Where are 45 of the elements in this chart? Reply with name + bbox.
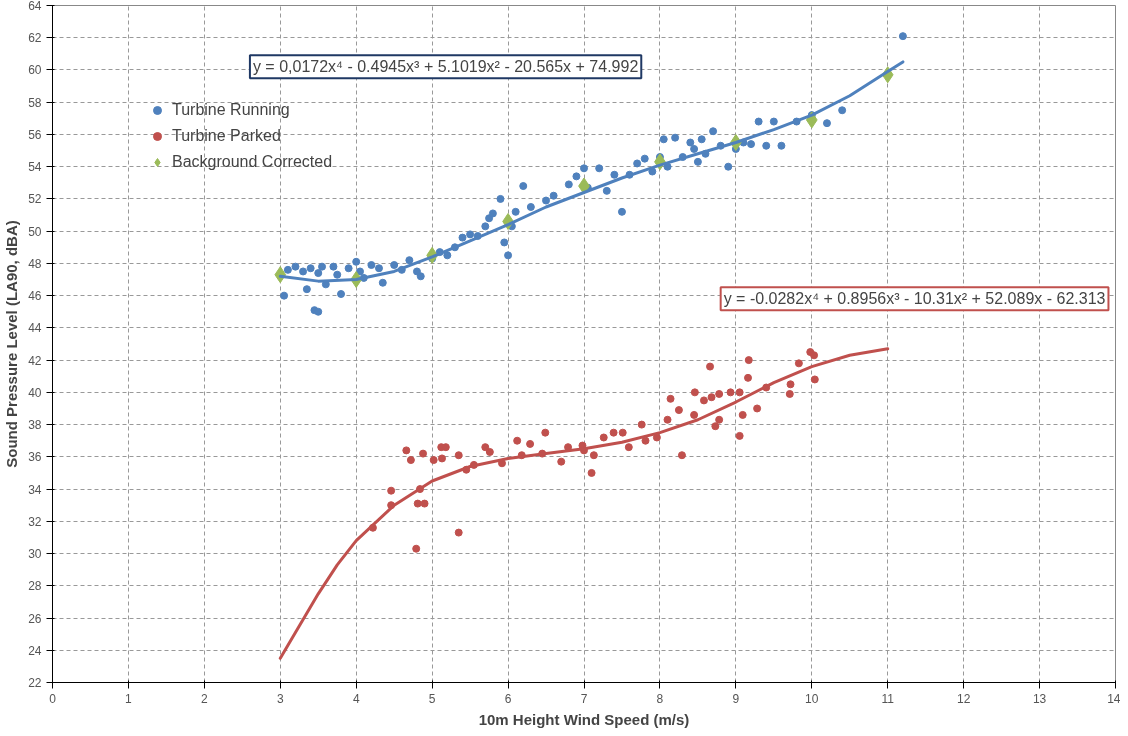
legend-label: Background Corrected xyxy=(172,153,333,171)
y-tick-label: 30 xyxy=(28,547,42,562)
x-tick-label: 10 xyxy=(805,691,819,706)
y-tick-label: 40 xyxy=(28,385,42,400)
y-tick-label: 64 xyxy=(28,0,42,13)
legend-label: Turbine Running xyxy=(172,101,290,119)
y-tick-label: 52 xyxy=(28,192,42,207)
y-tick-label: 46 xyxy=(28,289,42,304)
line-series xyxy=(278,347,890,660)
x-tick-label: 2 xyxy=(201,691,209,706)
y-tick-label: 38 xyxy=(28,418,42,433)
y-tick-label: 58 xyxy=(28,95,42,110)
y-tick-label: 60 xyxy=(28,63,42,78)
y-tick-label: 24 xyxy=(28,643,42,658)
y-tick-label: 54 xyxy=(28,160,42,175)
y-tick-label: 44 xyxy=(28,321,42,336)
x-tick-label: 8 xyxy=(656,691,664,706)
annotation: y = 0,0172x⁴ - 0.4945x³ + 5.1019x² - 20.565x + 74.992 xyxy=(252,58,639,76)
x-tick-label: 5 xyxy=(428,691,436,706)
y-tick-label: 56 xyxy=(28,127,42,142)
x-tick-label: 3 xyxy=(276,691,284,706)
x-tick-label: 0 xyxy=(49,691,57,706)
x-tick-label: 11 xyxy=(881,691,895,706)
x-tick-label: 14 xyxy=(1107,691,1121,706)
x-tick-label: 13 xyxy=(1032,691,1047,706)
x-tick-label: 7 xyxy=(580,691,588,706)
x-tick-label: 4 xyxy=(352,691,360,706)
y-tick-label: 62 xyxy=(28,31,42,46)
x-tick-label: 9 xyxy=(732,691,740,706)
annotation: y = -0.0282x⁴ + 0.8956x³ - 10.31x² + 52.089x - 62.313 xyxy=(723,290,1106,308)
y-axis-title: Sound Pressure Level (LA90, dBA) xyxy=(3,220,21,468)
y-tick-label: 32 xyxy=(28,514,42,529)
y-tick-label: 42 xyxy=(28,353,42,368)
y-tick-label: 34 xyxy=(28,482,42,497)
y-tick-label: 50 xyxy=(28,224,42,239)
y-tick-label: 28 xyxy=(28,579,42,594)
legend-label: Turbine Parked xyxy=(172,127,281,145)
y-tick-label: 36 xyxy=(28,450,42,465)
y-tick-label: 22 xyxy=(28,676,42,690)
x-axis-title: 10m Height Wind Speed (m/s) xyxy=(478,710,690,728)
y-tick-label: 26 xyxy=(28,611,42,626)
x-tick-label: 1 xyxy=(125,691,133,706)
x-tick-label: 6 xyxy=(504,691,512,706)
x-tick-label: 12 xyxy=(956,691,971,706)
y-tick-label: 48 xyxy=(28,256,42,271)
